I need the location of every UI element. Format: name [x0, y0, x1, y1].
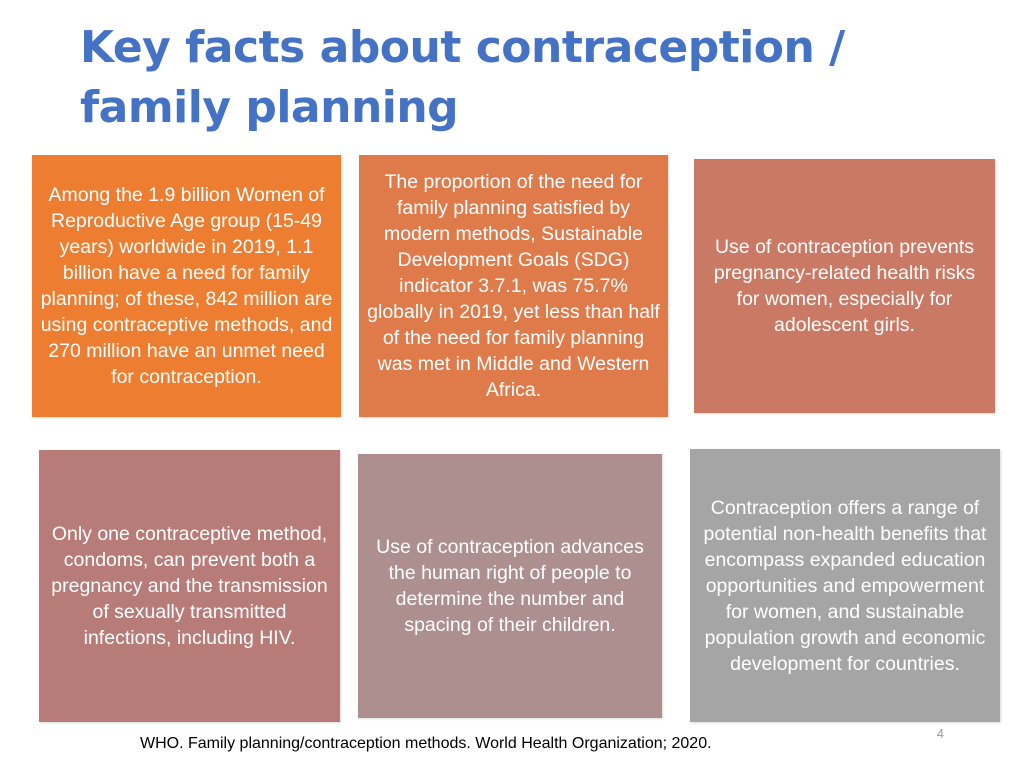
fact-box-condoms: Only one contraceptive method, condoms, …	[39, 450, 340, 722]
fact-box-text: Among the 1.9 billion Women of Reproduct…	[40, 184, 333, 388]
fact-box-women-need: Among the 1.9 billion Women of Reproduct…	[32, 155, 341, 417]
fact-box-text: Use of contraception advances the human …	[376, 536, 644, 636]
fact-box-human-right: Use of contraception advances the human …	[358, 454, 662, 718]
fact-box-text: Contraception offers a range of potentia…	[703, 496, 987, 675]
slide-title: Key facts about contraception / family p…	[80, 18, 960, 138]
fact-box-health-risks: Use of contraception prevents pregnancy-…	[694, 159, 995, 413]
slide-title-line-2: family planning	[80, 82, 459, 133]
slide-title-line-1: Key facts about contraception /	[80, 22, 845, 73]
fact-box-non-health-benefits: Contraception offers a range of potentia…	[690, 449, 1000, 722]
fact-box-text: Only one contraceptive method, condoms, …	[51, 523, 328, 649]
fact-box-sdg-indicator: The proportion of the need for family pl…	[359, 155, 668, 417]
citation: WHO. Family planning/contraception metho…	[140, 735, 712, 752]
fact-box-text: Use of contraception prevents pregnancy-…	[713, 236, 976, 336]
fact-box-text: The proportion of the need for family pl…	[367, 171, 660, 401]
page-number: 4	[936, 726, 944, 741]
